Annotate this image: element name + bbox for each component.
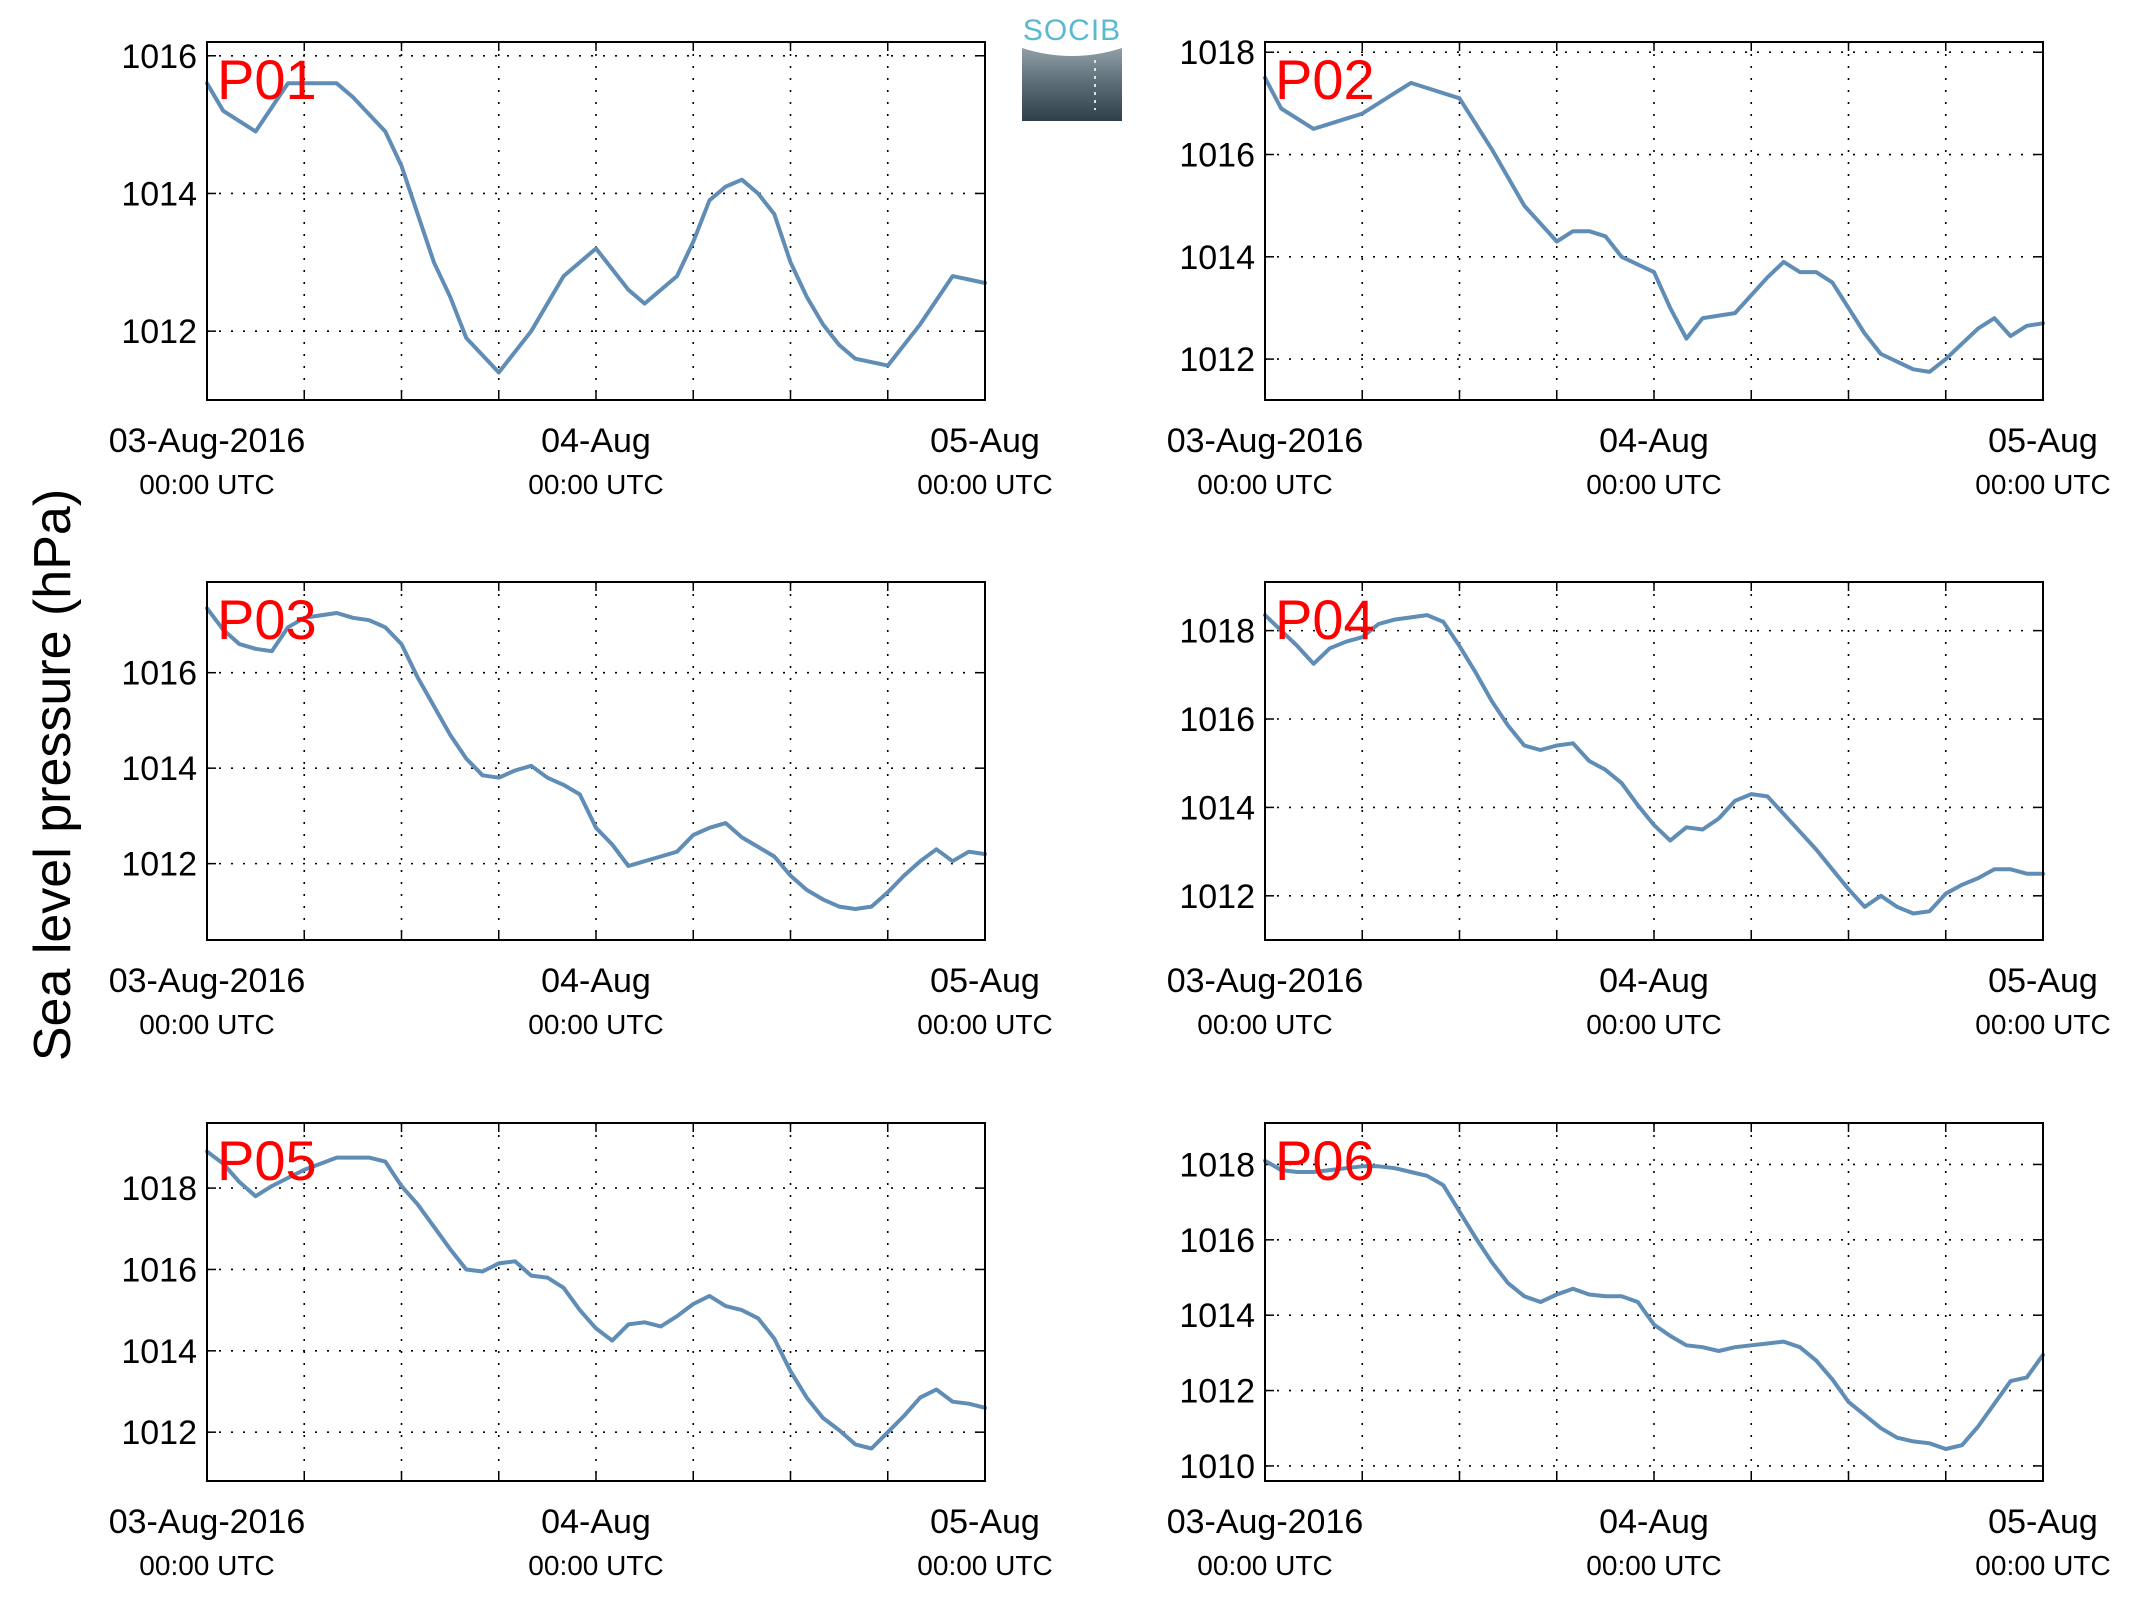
y-tick-label: 1014 [121, 1333, 197, 1371]
y-tick-label: 1012 [121, 846, 197, 884]
x-tick-label: 03-Aug-2016 [109, 962, 306, 1000]
x-tick-label: 04-Aug [541, 962, 651, 1000]
chart-panel-6: 1010 1012 1014 1016 1018 03-Aug-2016 00:00 UTC… [1167, 1122, 2111, 1581]
y-tick-label: 1016 [121, 1251, 197, 1289]
y-tick-label: 1018 [121, 1170, 197, 1208]
y-tick-label: 1016 [121, 38, 197, 76]
panel-label: P05 [217, 1129, 317, 1192]
y-tick-label: 1014 [121, 750, 197, 788]
y-tick-label: 1018 [1179, 1146, 1255, 1184]
y-tick-label: 1010 [1179, 1448, 1255, 1486]
x-tick-label: 00:00 UTC [528, 469, 663, 500]
x-tick-label: 00:00 UTC [1197, 469, 1332, 500]
series-line [1263, 613, 2045, 916]
axes-frame [206, 41, 986, 401]
y-tick-label: 1016 [121, 655, 197, 693]
x-tick-label: 03-Aug-2016 [109, 1503, 306, 1541]
axes-frame [1264, 581, 2044, 941]
y-tick-label: 1014 [121, 175, 197, 213]
y-tick-label: 1012 [121, 1414, 197, 1452]
series-line [205, 1149, 987, 1451]
x-tick-label: 00:00 UTC [139, 1009, 274, 1040]
x-tick-label: 00:00 UTC [917, 469, 1052, 500]
x-tick-label: 00:00 UTC [1586, 469, 1721, 500]
y-tick-label: 1018 [1179, 34, 1255, 72]
x-tick-label: 04-Aug [541, 1503, 651, 1541]
x-tick-label: 03-Aug-2016 [1167, 422, 1364, 460]
y-tick-label: 1014 [1179, 1297, 1255, 1335]
y-tick-label: 1012 [1179, 1373, 1255, 1411]
x-tick-label: 00:00 UTC [917, 1009, 1052, 1040]
x-tick-label: 05-Aug [1988, 962, 2098, 1000]
x-tick-label: 04-Aug [541, 422, 651, 460]
logo-text: SOCIB [1023, 14, 1121, 47]
panel-label: P06 [1275, 1129, 1375, 1192]
series-line [1263, 75, 2045, 374]
y-tick-label: 1018 [1179, 613, 1255, 651]
series-line [1263, 1158, 2045, 1451]
axes-frame [206, 1122, 986, 1482]
x-tick-label: 00:00 UTC [1197, 1009, 1332, 1040]
axes-frame [206, 581, 986, 941]
series-line [205, 81, 987, 375]
x-tick-label: 00:00 UTC [1975, 469, 2110, 500]
chart-panel-5: 1012 1014 1016 1018 03-Aug-2016 00:00 UTC 04-A… [109, 1122, 1053, 1581]
chart-panel-1: 1012 1014 1016 03-Aug-2016 00:00 UTC 04-Aug 00… [109, 38, 1053, 500]
y-tick-label: 1012 [1179, 341, 1255, 379]
x-tick-label: 00:00 UTC [1586, 1009, 1721, 1040]
x-tick-label: 00:00 UTC [139, 469, 274, 500]
series-line [205, 606, 987, 911]
x-tick-label: 03-Aug-2016 [1167, 1503, 1364, 1541]
x-tick-label: 00:00 UTC [528, 1009, 663, 1040]
x-tick-label: 03-Aug-2016 [1167, 962, 1364, 1000]
x-tick-label: 00:00 UTC [1197, 1550, 1332, 1581]
y-tick-label: 1012 [1179, 878, 1255, 916]
x-tick-label: 04-Aug [1599, 1503, 1709, 1541]
x-tick-label: 00:00 UTC [917, 1550, 1052, 1581]
socib-logo: SOCIB [1022, 14, 1122, 121]
panel-label: P03 [217, 588, 317, 651]
y-tick-label: 1014 [1179, 239, 1255, 277]
x-tick-label: 03-Aug-2016 [109, 422, 306, 460]
x-tick-label: 00:00 UTC [139, 1550, 274, 1581]
y-tick-label: 1012 [121, 313, 197, 351]
x-tick-label: 00:00 UTC [528, 1550, 663, 1581]
x-tick-label: 00:00 UTC [1975, 1009, 2110, 1040]
panel-label: P01 [217, 48, 317, 111]
axes-frame [1264, 41, 2044, 401]
x-tick-label: 04-Aug [1599, 422, 1709, 460]
x-tick-label: 00:00 UTC [1975, 1550, 2110, 1581]
x-tick-label: 05-Aug [1988, 1503, 2098, 1541]
panel-label: P04 [1275, 588, 1375, 651]
chart-panel-4: 1012 1014 1016 1018 03-Aug-2016 00:00 UTC 04-A… [1167, 581, 2111, 1040]
y-tick-label: 1014 [1179, 789, 1255, 827]
x-tick-label: 00:00 UTC [1586, 1550, 1721, 1581]
axes-frame [1264, 1122, 2044, 1482]
y-tick-label: 1016 [1179, 1222, 1255, 1260]
y-tick-label: 1016 [1179, 137, 1255, 175]
x-tick-label: 05-Aug [930, 422, 1040, 460]
panel-label: P02 [1275, 48, 1375, 111]
x-tick-label: 05-Aug [1988, 422, 2098, 460]
y-tick-label: 1016 [1179, 701, 1255, 739]
x-tick-label: 05-Aug [930, 1503, 1040, 1541]
x-tick-label: 05-Aug [930, 962, 1040, 1000]
chart-panel-3: 1012 1014 1016 03-Aug-2016 00:00 UTC 04-Aug 00… [109, 581, 1053, 1040]
y-axis-label: Sea level pressure (hPa) [24, 489, 82, 1061]
x-tick-label: 04-Aug [1599, 962, 1709, 1000]
chart-panel-2: 1012 1014 1016 1018 03-Aug-2016 00:00 UTC 04-A… [1167, 34, 2111, 500]
